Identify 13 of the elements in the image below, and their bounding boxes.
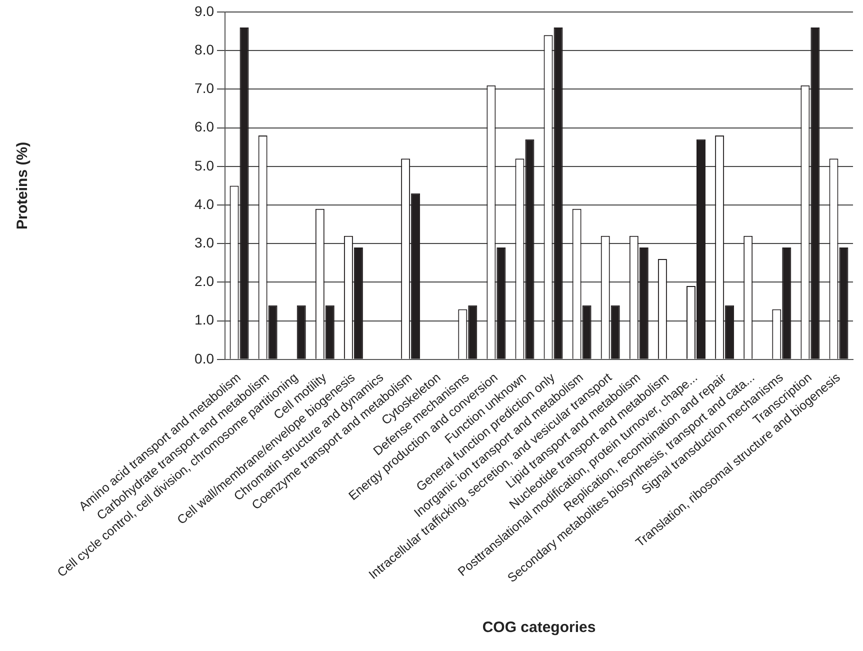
- y-tick-label: 6.0: [194, 118, 214, 135]
- y-tick-label: 5.0: [194, 157, 214, 174]
- x-axis-title: COG categories: [482, 619, 596, 636]
- y-tick-label: 0.0: [194, 350, 214, 366]
- y-tick-label: 4.0: [194, 196, 214, 212]
- y-tick-label: 3.0: [194, 234, 214, 250]
- y-axis-title: Proteins (%): [14, 142, 32, 230]
- y-tick-label: 9.0: [194, 2, 214, 19]
- y-tick-label: 7.0: [194, 80, 214, 96]
- y-tick-label: 2.0: [194, 273, 214, 290]
- y-tick-label: 1.0: [194, 312, 214, 328]
- y-tick-label: 8.0: [194, 41, 214, 58]
- bar: [296, 305, 306, 359]
